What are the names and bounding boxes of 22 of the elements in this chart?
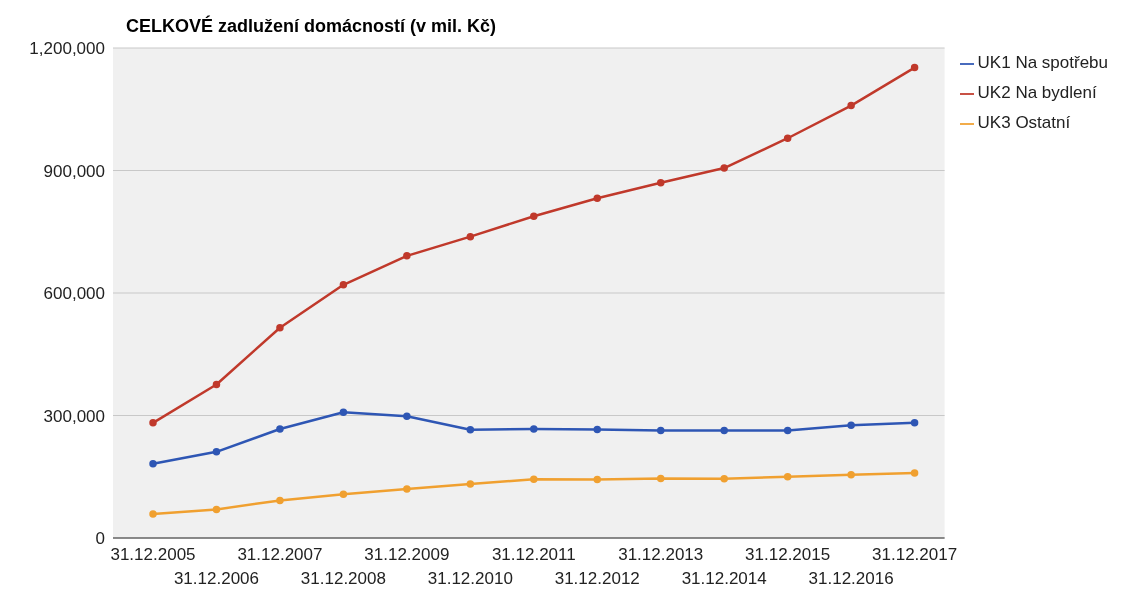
x-tick-label: 31.12.2015 [745, 545, 831, 564]
legend-label: UK1 Na spotřebu [977, 53, 1108, 72]
x-tick-label: 31.12.2016 [808, 569, 894, 588]
x-tick-label: 31.12.2011 [491, 545, 576, 564]
y-tick-label: 600,000 [43, 284, 105, 304]
x-tick-label: 31.12.2006 [173, 569, 260, 588]
x-tick-label: 31.12.2017 [872, 545, 958, 564]
x-tick-label: 31.12.2013 [618, 545, 704, 564]
legend-label: UK3 Ostatní [977, 113, 1071, 132]
chart-title: CELKOVÉ zadlužení domácností (v mil. Kč) [126, 16, 497, 37]
y-tick-label: 0 [95, 529, 105, 549]
y-tick-label: 900,000 [43, 161, 105, 181]
x-tick-label: 31.12.2010 [427, 569, 513, 588]
x-tick-label: 31.12.2012 [554, 569, 640, 588]
legend-label: UK2 Na bydlení [977, 83, 1097, 102]
x-tick-label: 31.12.2008 [300, 569, 386, 588]
x-tick-label: 31.12.2007 [237, 545, 323, 564]
y-tick-label: 1,200,000 [29, 39, 105, 59]
x-tick-label: 31.12.2009 [364, 545, 450, 564]
x-tick-label: 31.12.2005 [110, 545, 196, 564]
y-tick-label: 300,000 [43, 406, 105, 426]
x-tick-label: 31.12.2014 [681, 569, 767, 588]
